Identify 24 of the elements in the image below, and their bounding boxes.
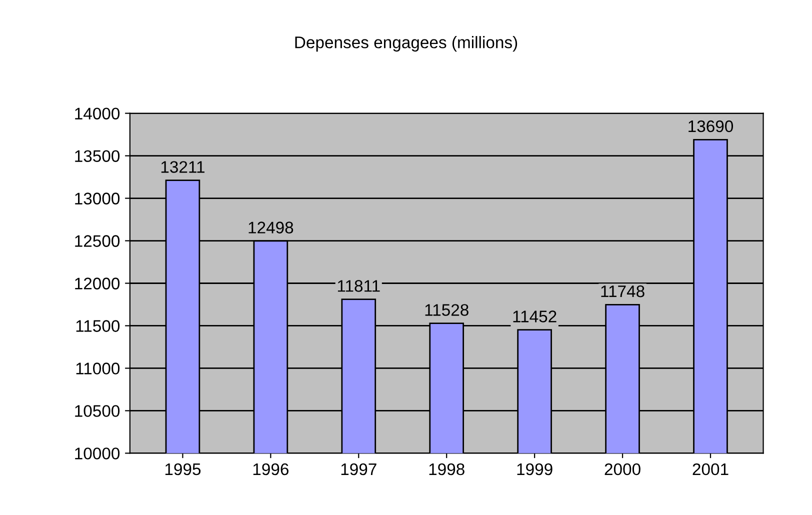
y-tick-label: 10000 bbox=[75, 448, 120, 460]
data-label: 13690 bbox=[688, 120, 734, 132]
x-tick-label: 1998 bbox=[429, 463, 464, 476]
data-label: 11811 bbox=[338, 280, 380, 292]
data-label: 13211 bbox=[161, 161, 204, 173]
data-label: 11452 bbox=[513, 310, 556, 322]
data-label: 11528 bbox=[425, 304, 468, 316]
data-label: 11748 bbox=[601, 285, 644, 298]
y-tick-label: 10500 bbox=[75, 405, 120, 417]
y-tick-label: 12500 bbox=[75, 235, 120, 247]
y-tick-label: 13000 bbox=[75, 192, 120, 204]
x-tick-label: 1995 bbox=[165, 463, 201, 476]
x-tick-label: 1997 bbox=[341, 463, 376, 476]
x-tick-label: 2000 bbox=[604, 463, 640, 476]
y-tick-label: 12000 bbox=[75, 278, 120, 290]
x-tick-label: 2001 bbox=[692, 463, 728, 476]
x-tick-label: 1996 bbox=[253, 463, 288, 476]
chart-title: Depenses engagees (millions) bbox=[295, 36, 518, 52]
x-tick-label: 1999 bbox=[517, 463, 552, 476]
data-label: 12498 bbox=[248, 222, 294, 234]
y-tick-label: 14000 bbox=[75, 108, 120, 120]
y-tick-label: 11000 bbox=[76, 362, 120, 374]
y-tick-label: 13500 bbox=[75, 150, 120, 162]
y-tick-label: 11500 bbox=[76, 320, 120, 332]
